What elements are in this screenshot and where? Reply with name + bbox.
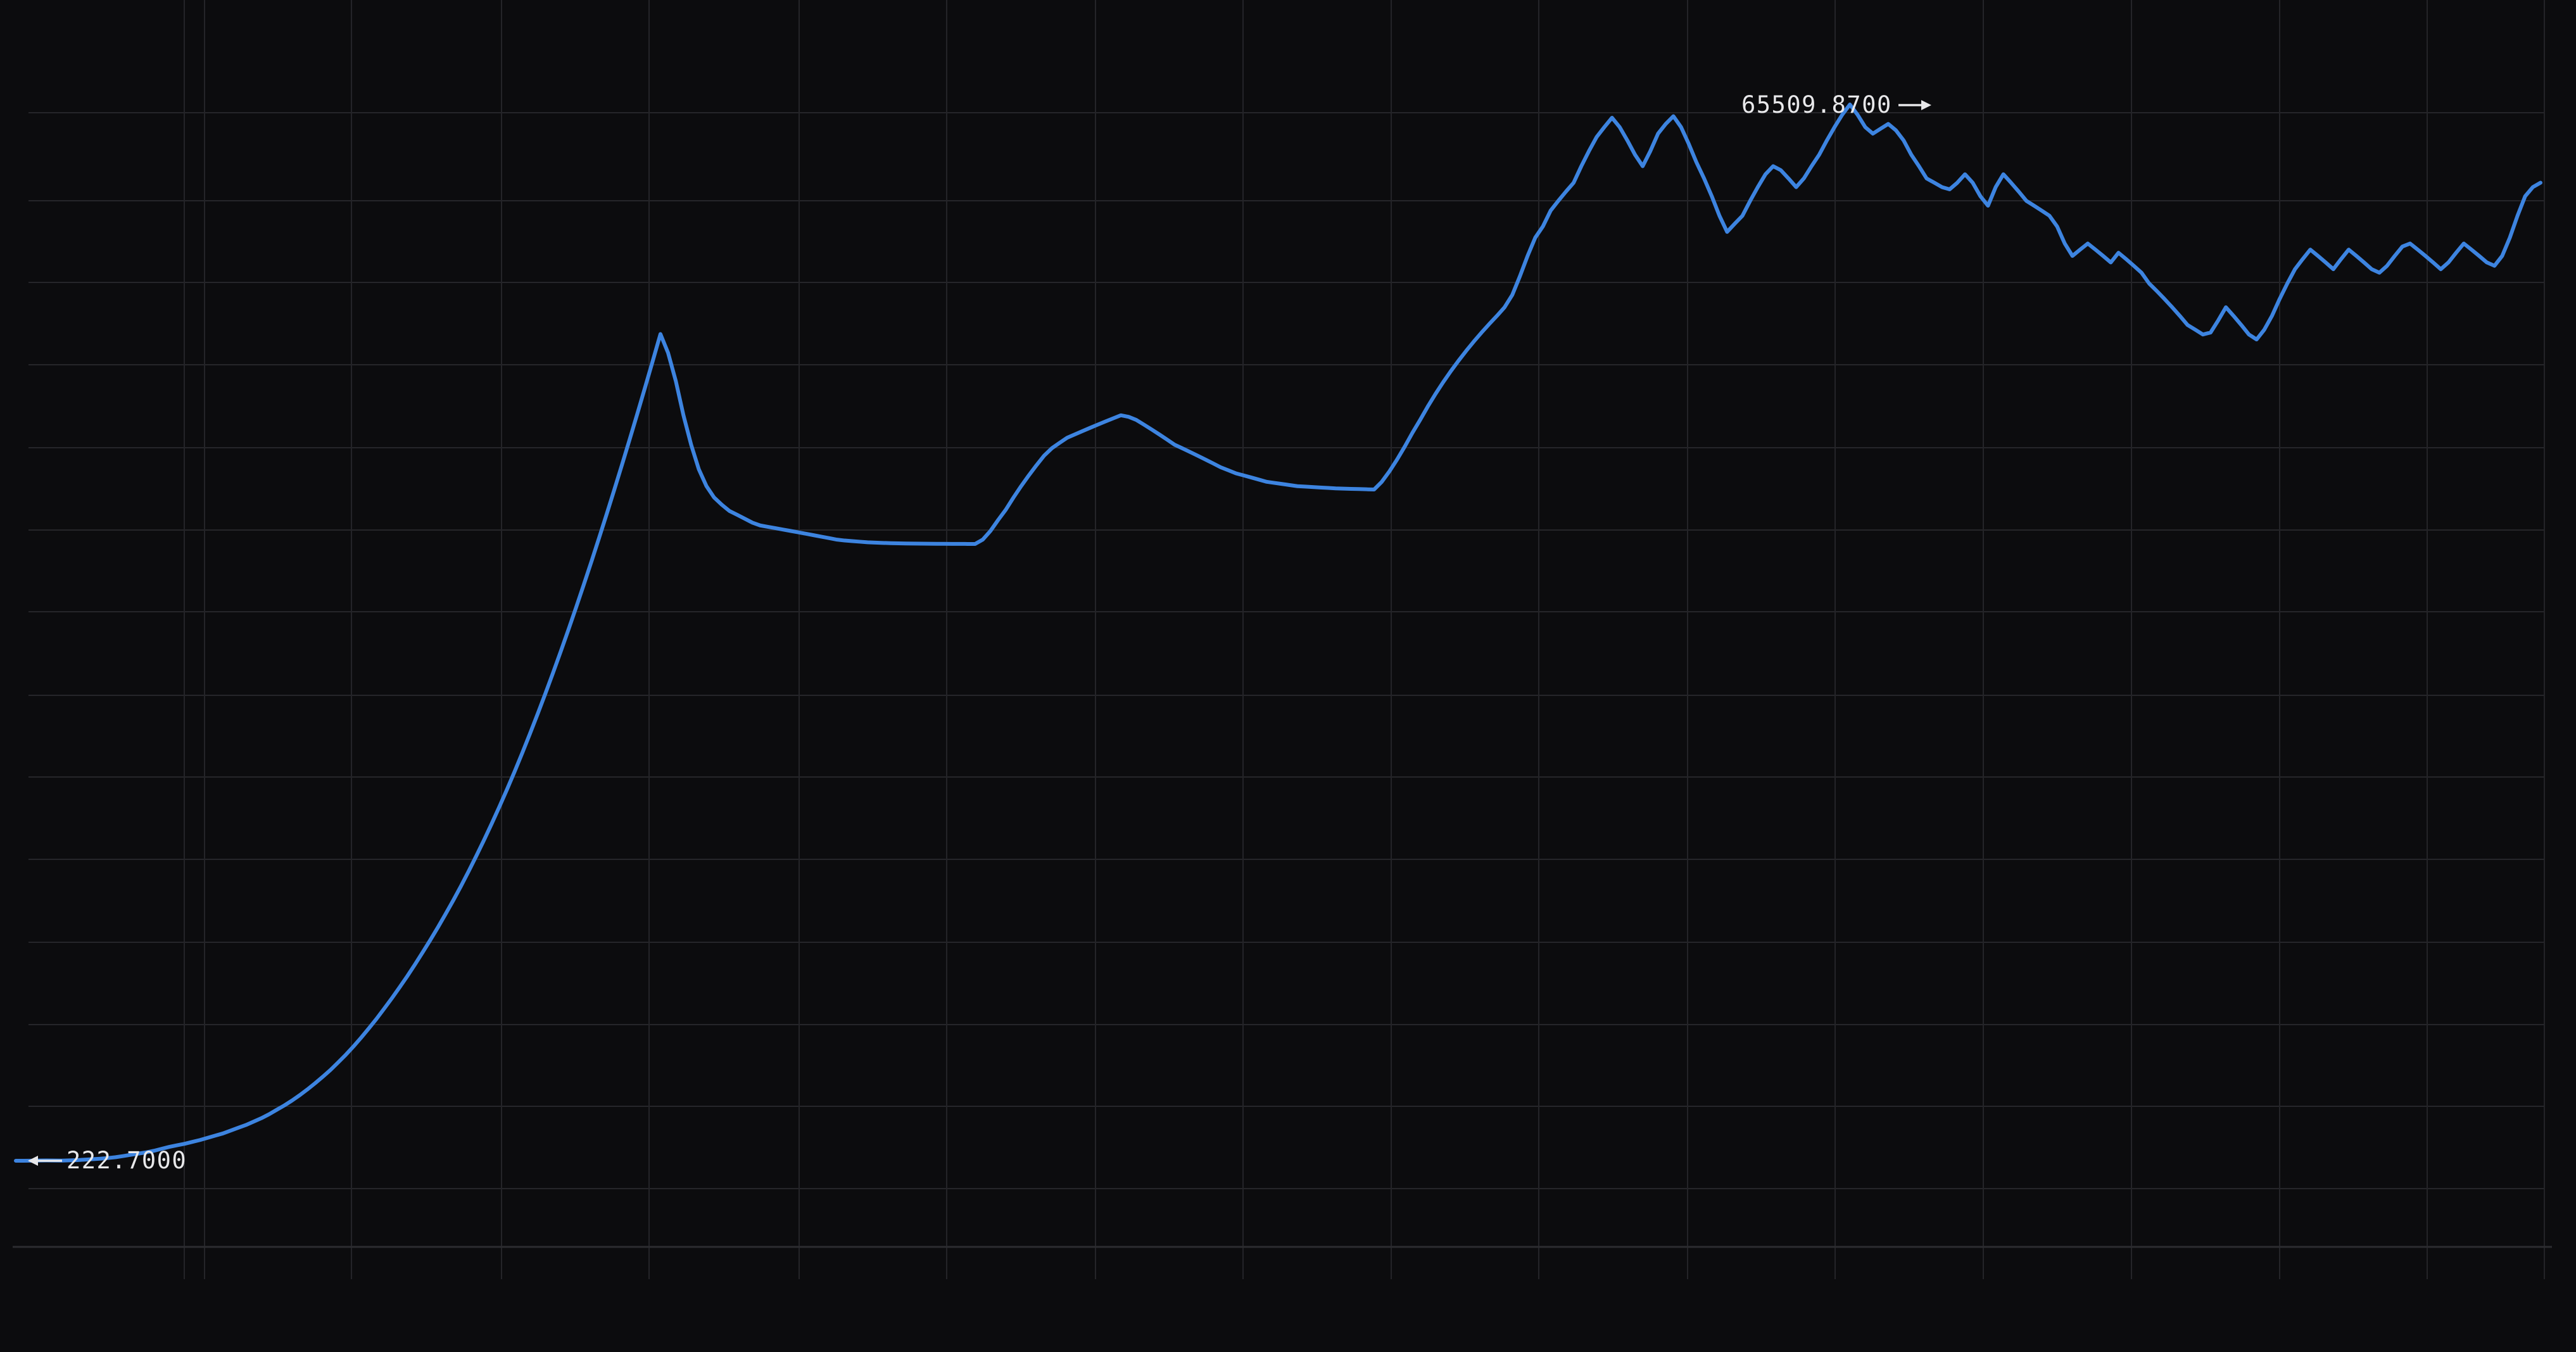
price-series-line[interactable] (14, 103, 2542, 1163)
max-value-label: 65509.8700 (1741, 91, 1892, 118)
min-value-label: 222.7000 (66, 1147, 187, 1174)
min-arrow-icon (28, 1156, 62, 1166)
max-arrow-icon (1898, 100, 1931, 110)
horizontal-gridlines (28, 111, 2544, 1190)
vertical-gridlines (183, 0, 2546, 1279)
